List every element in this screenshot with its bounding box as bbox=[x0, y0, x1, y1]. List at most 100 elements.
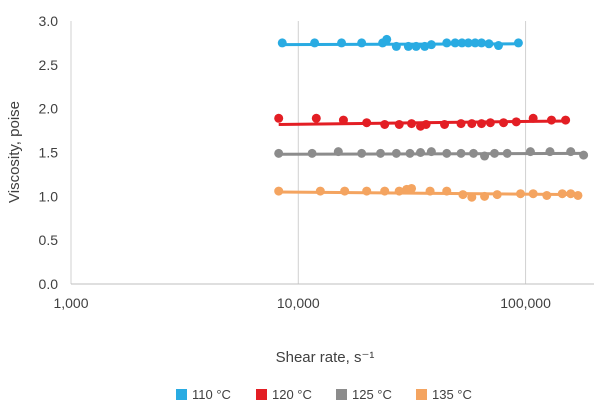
data-point bbox=[511, 117, 521, 127]
legend-label: 110 °C bbox=[192, 387, 231, 402]
x-axis-title: Shear rate, s⁻¹ bbox=[276, 349, 375, 366]
data-point bbox=[513, 38, 523, 48]
data-point bbox=[545, 147, 555, 157]
data-point bbox=[310, 38, 320, 48]
data-point bbox=[546, 115, 556, 125]
data-point bbox=[357, 148, 367, 158]
data-point bbox=[470, 38, 480, 48]
data-point bbox=[274, 113, 284, 123]
data-point bbox=[542, 190, 552, 200]
legend-label: 135 °C bbox=[432, 387, 472, 402]
data-point bbox=[490, 148, 500, 158]
data-point bbox=[458, 190, 468, 200]
data-point bbox=[407, 183, 417, 193]
data-point bbox=[485, 118, 495, 128]
axis-layer: 1,000 10,000 100,000 0.0 0.5 1.0 1.5 2.0 2.5 3.0 bbox=[39, 13, 594, 311]
data-point bbox=[338, 115, 348, 125]
data-point bbox=[380, 186, 390, 196]
data-point bbox=[307, 148, 317, 158]
data-point bbox=[480, 151, 490, 161]
data-point bbox=[442, 148, 452, 158]
data-point bbox=[407, 119, 417, 129]
y-tick-label: 0.0 bbox=[39, 276, 59, 292]
data-point bbox=[561, 115, 571, 125]
data-point bbox=[480, 191, 490, 201]
y-tick-label: 1.0 bbox=[39, 188, 59, 204]
data-point bbox=[394, 119, 404, 129]
data-point bbox=[274, 186, 284, 196]
data-point bbox=[405, 148, 415, 158]
data-point bbox=[411, 41, 421, 51]
legend-label: 120 °C bbox=[272, 387, 312, 402]
data-point bbox=[573, 190, 583, 200]
legend-swatch bbox=[176, 389, 187, 400]
data-point bbox=[468, 148, 478, 158]
y-tick-label: 2.0 bbox=[39, 101, 59, 117]
data-point bbox=[315, 186, 325, 196]
data-point bbox=[442, 38, 452, 48]
legend-swatch bbox=[336, 389, 347, 400]
data-point bbox=[362, 118, 372, 128]
data-point bbox=[463, 38, 473, 48]
y-tick-label: 1.5 bbox=[39, 145, 59, 161]
x-tick-label: 10,000 bbox=[277, 295, 320, 311]
y-axis-title: Viscosity, poise bbox=[6, 101, 23, 203]
data-point bbox=[391, 148, 401, 158]
data-point bbox=[502, 148, 512, 158]
data-point bbox=[499, 118, 509, 128]
data-point bbox=[380, 119, 390, 129]
data-point bbox=[274, 148, 284, 158]
data-point bbox=[333, 147, 343, 157]
data-point bbox=[440, 119, 450, 129]
data-point bbox=[477, 38, 487, 48]
legend-label: 125 °C bbox=[352, 387, 392, 402]
data-point bbox=[382, 34, 392, 44]
data-point bbox=[525, 147, 535, 157]
data-point bbox=[484, 39, 494, 49]
trendline-layer bbox=[278, 42, 587, 197]
data-point bbox=[416, 148, 426, 157]
data-point bbox=[357, 38, 367, 48]
data-point bbox=[340, 186, 350, 196]
data-point bbox=[566, 189, 576, 199]
data-point bbox=[403, 41, 413, 51]
legend: 110 °C 120 °C 125 °C 135 °C bbox=[176, 387, 472, 402]
data-point bbox=[421, 119, 431, 129]
y-tick-label: 2.5 bbox=[39, 57, 59, 73]
data-point bbox=[450, 38, 460, 48]
data-point bbox=[467, 192, 477, 202]
data-point bbox=[442, 186, 452, 196]
data-point bbox=[566, 147, 576, 157]
data-point-layer bbox=[274, 34, 589, 202]
data-point bbox=[391, 41, 401, 51]
data-point bbox=[376, 148, 386, 158]
data-point bbox=[457, 38, 467, 48]
data-point bbox=[425, 186, 435, 196]
data-point bbox=[426, 40, 436, 50]
data-point bbox=[528, 189, 538, 199]
data-point bbox=[337, 38, 347, 48]
data-point bbox=[456, 119, 466, 129]
x-tick-label: 1,000 bbox=[53, 295, 88, 311]
data-point bbox=[394, 186, 404, 196]
data-point bbox=[277, 38, 287, 48]
data-point bbox=[492, 190, 502, 200]
legend-swatch bbox=[256, 389, 267, 400]
data-point bbox=[311, 113, 321, 123]
data-point bbox=[528, 113, 538, 123]
data-point bbox=[516, 189, 526, 199]
data-point bbox=[426, 147, 436, 157]
y-tick-label: 0.5 bbox=[39, 232, 59, 248]
data-point bbox=[493, 41, 503, 51]
x-tick-label: 100,000 bbox=[500, 295, 551, 311]
data-point bbox=[456, 148, 466, 158]
data-point bbox=[557, 189, 567, 199]
y-tick-label: 3.0 bbox=[39, 13, 59, 29]
data-point bbox=[477, 119, 487, 129]
data-point bbox=[579, 150, 589, 160]
data-point bbox=[467, 119, 477, 129]
data-point bbox=[362, 186, 372, 196]
legend-swatch bbox=[416, 389, 427, 400]
